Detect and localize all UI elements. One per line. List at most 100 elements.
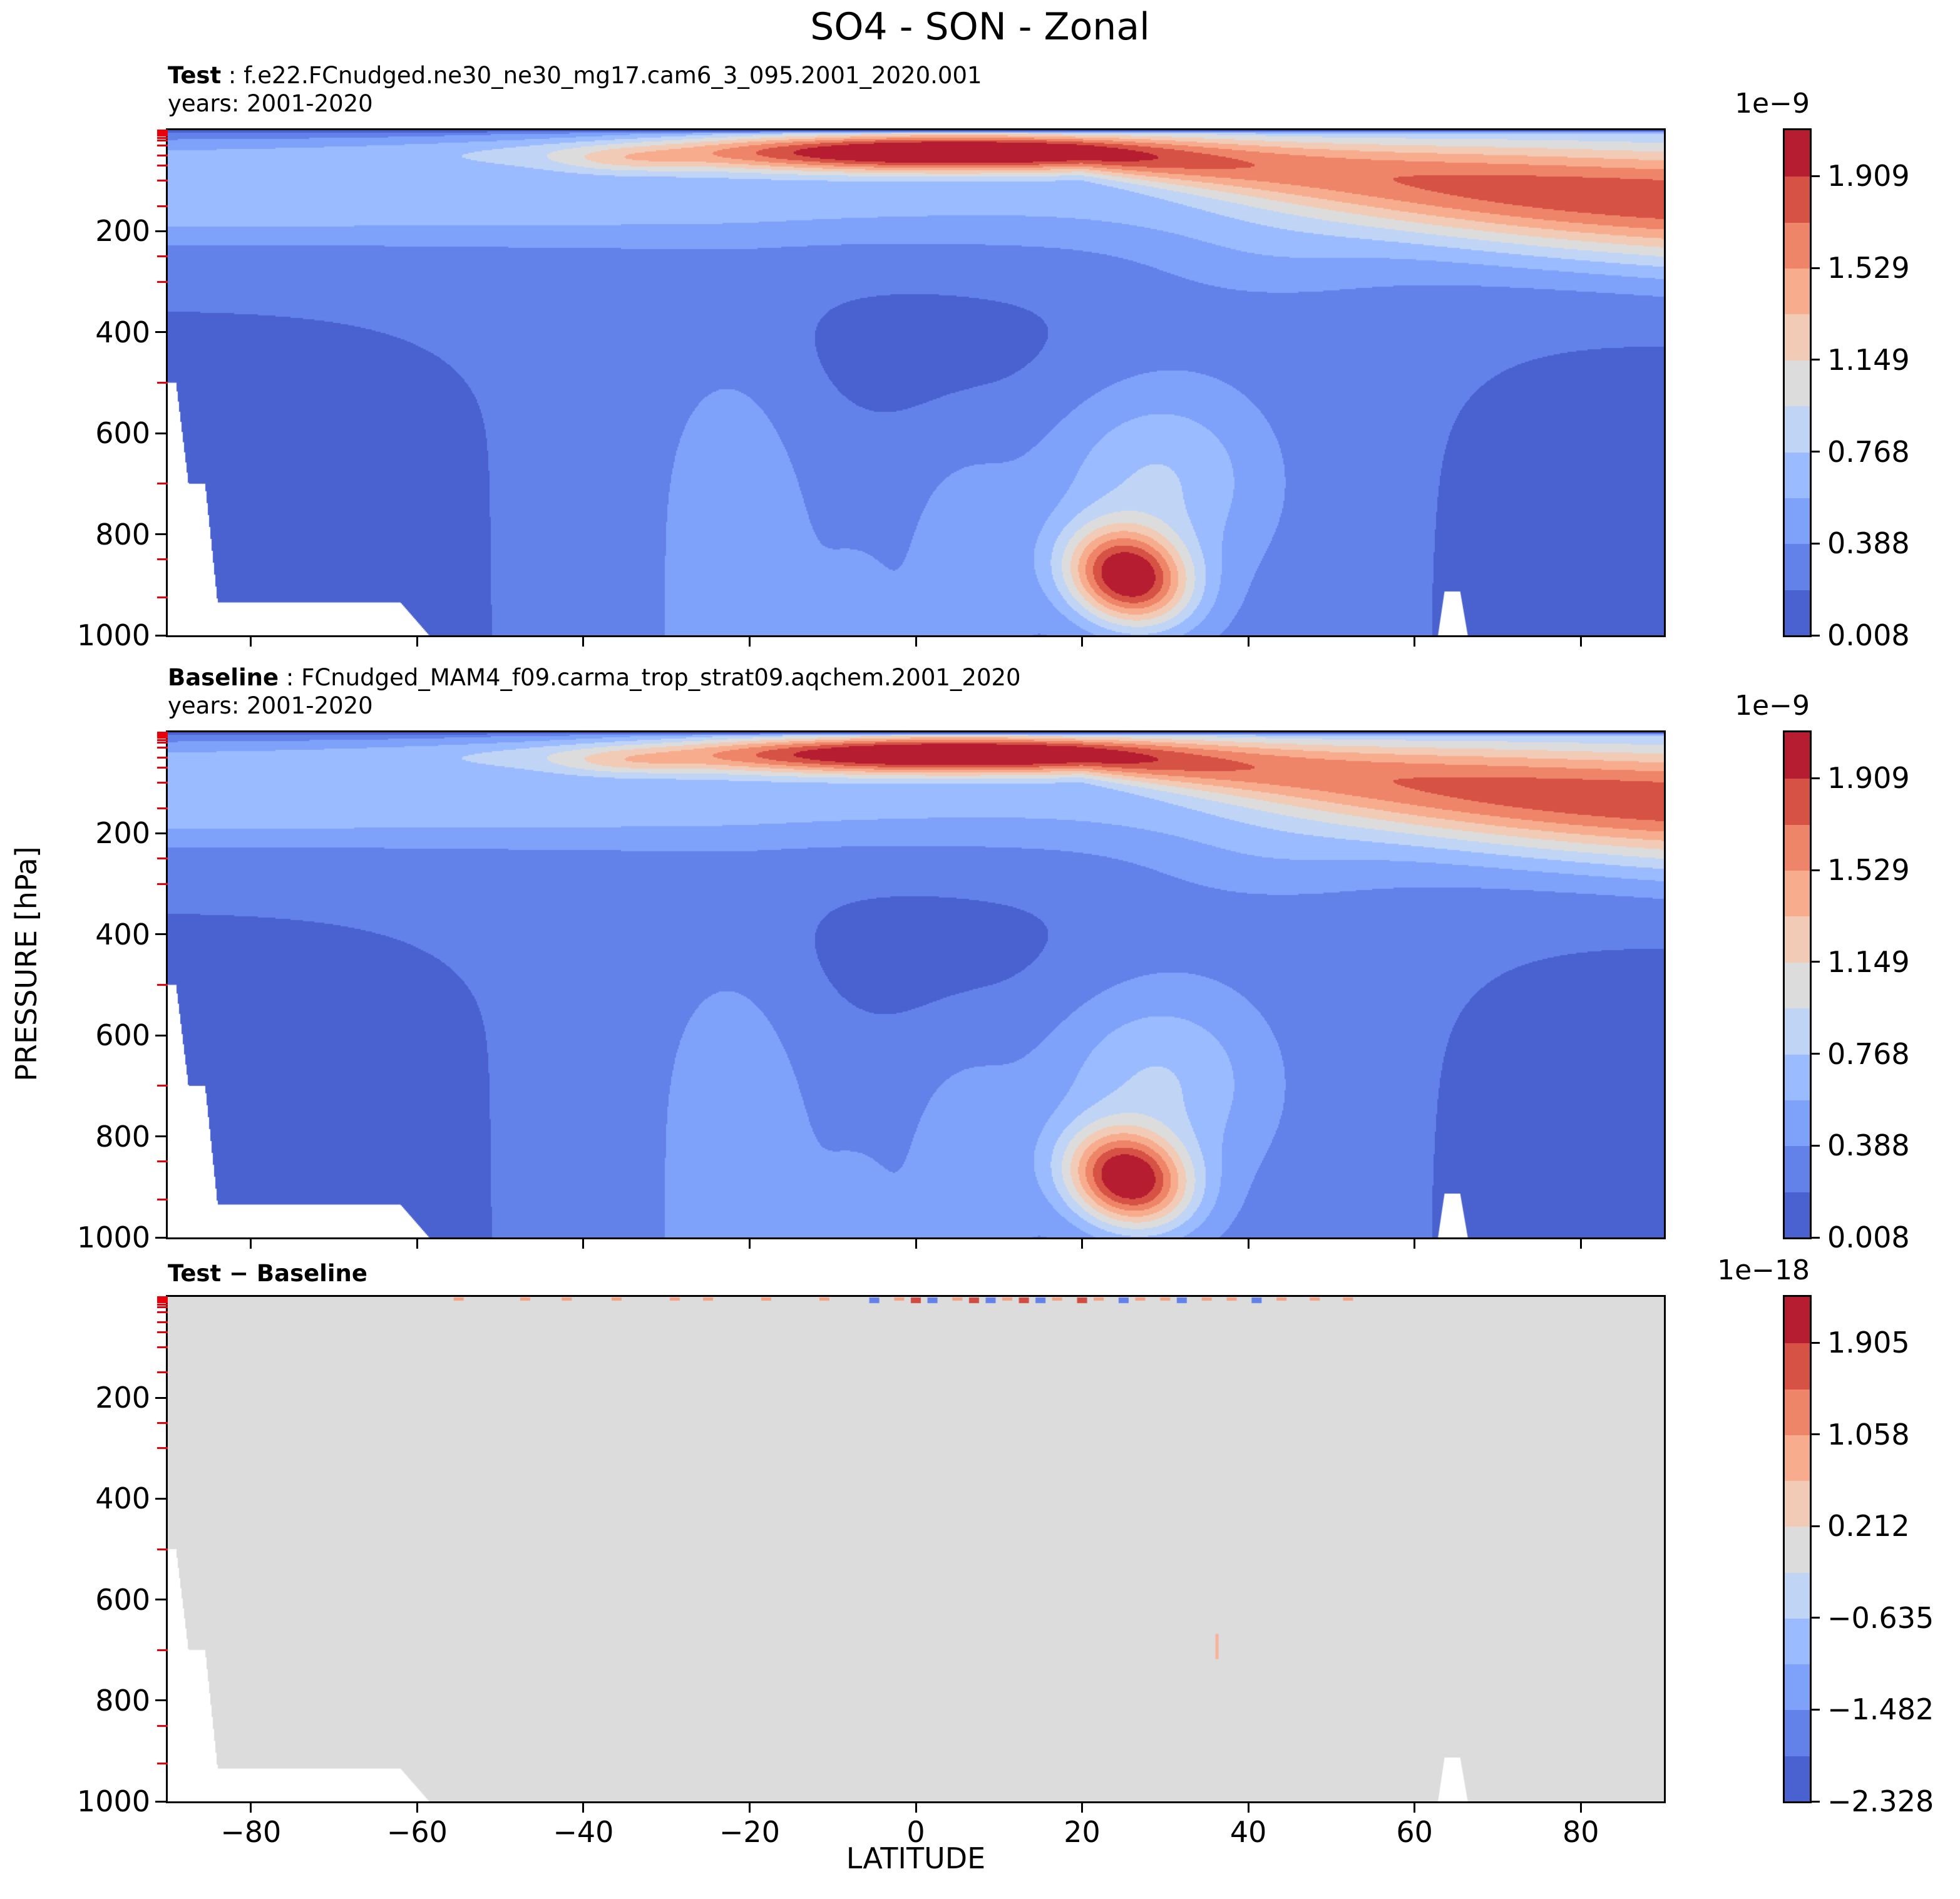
- x-tick: [582, 1801, 585, 1813]
- colorbar-tick: [1810, 961, 1820, 963]
- y-tick: [155, 1034, 168, 1037]
- colorbar-band: [1785, 268, 1810, 315]
- model-level-tick: [157, 1301, 168, 1303]
- y-tick-label: 400: [95, 917, 150, 951]
- x-tick-label: −20: [719, 1815, 780, 1849]
- colorbar-band: [1785, 543, 1810, 590]
- model-level-tick: [157, 280, 168, 283]
- colorbar-band: [1785, 1388, 1810, 1435]
- colorbar-band: [1785, 1709, 1810, 1756]
- colorbar-band: [1785, 1434, 1810, 1482]
- model-level-tick: [157, 734, 168, 736]
- x-tick: [1081, 1237, 1084, 1249]
- colorbar-tick-label: 1.149: [1827, 342, 1910, 377]
- model-level-tick: [157, 1422, 168, 1424]
- y-tick-label: 200: [95, 1381, 150, 1415]
- x-tick: [1414, 635, 1416, 647]
- colorbar-tick-label: 0.212: [1827, 1509, 1910, 1543]
- x-tick: [1414, 1801, 1416, 1813]
- colorbar-band: [1785, 824, 1810, 871]
- x-tick: [915, 1237, 917, 1249]
- model-level-tick: [157, 133, 168, 135]
- model-level-tick: [157, 736, 168, 739]
- model-level-tick: [157, 205, 168, 207]
- y-tick: [155, 832, 168, 834]
- model-level-tick: [157, 136, 168, 139]
- x-tick: [1579, 1801, 1582, 1813]
- model-level-tick: [157, 756, 168, 759]
- y-tick: [155, 1800, 168, 1803]
- colorbar-tick-label: 1.909: [1827, 761, 1910, 796]
- model-level-tick: [157, 1298, 168, 1301]
- colorbar-tick-label: −0.635: [1827, 1600, 1934, 1635]
- colorbar-exponent-label: 1e−9: [1735, 88, 1810, 120]
- model-level-tick: [157, 1447, 168, 1450]
- x-tick: [915, 635, 917, 647]
- x-tick-label: −40: [553, 1815, 614, 1849]
- x-tick: [250, 1801, 252, 1813]
- colorbar-tick-label: 0.008: [1827, 618, 1910, 652]
- x-tick: [1081, 635, 1084, 647]
- model-level-tick: [157, 180, 168, 182]
- y-tick-label: 800: [95, 1119, 150, 1154]
- y-tick: [155, 230, 168, 232]
- panel-test-run-line: Test : f.e22.FCnudged.ne30_ne30_mg17.cam…: [168, 61, 982, 90]
- x-tick-label: 0: [906, 1815, 925, 1849]
- colorbar-band: [1785, 1480, 1810, 1527]
- x-tick-label: 40: [1229, 1815, 1267, 1849]
- y-tick-label: 400: [95, 315, 150, 349]
- colorbar-tick: [1810, 359, 1820, 361]
- model-level-tick: [157, 130, 168, 133]
- x-tick-label: −60: [386, 1815, 448, 1849]
- colorbar-band: [1785, 1343, 1810, 1390]
- colorbar-tick-label: 1.529: [1827, 251, 1910, 285]
- y-tick: [155, 1497, 168, 1500]
- colorbar-tick-label: −1.482: [1827, 1692, 1934, 1727]
- colorbar-tick-label: 1.909: [1827, 159, 1910, 193]
- colorbar-band: [1785, 1572, 1810, 1619]
- model-level-tick: [157, 766, 168, 769]
- colorbar-band: [1785, 1145, 1810, 1192]
- model-level-tick: [157, 1198, 168, 1200]
- y-tick-label: 800: [95, 517, 150, 551]
- x-tick: [1579, 635, 1582, 647]
- model-level-tick: [157, 1306, 168, 1308]
- model-level-tick: [157, 1724, 168, 1727]
- y-tick-label: 400: [95, 1482, 150, 1516]
- colorbar-band: [1785, 589, 1810, 636]
- colorbar-band: [1785, 870, 1810, 917]
- colorbar-band: [1785, 1664, 1810, 1711]
- x-tick: [416, 1237, 418, 1249]
- colorbar-tick: [1810, 1800, 1820, 1803]
- y-tick-label: 1000: [76, 1784, 150, 1818]
- colorbar-tick: [1810, 634, 1820, 637]
- y-tick: [155, 1396, 168, 1399]
- figure-title: SO4 - SON - Zonal: [810, 5, 1150, 49]
- colorbar-band: [1785, 1617, 1810, 1665]
- y-tick-label: 1000: [76, 1221, 150, 1254]
- model-level-tick: [157, 807, 168, 809]
- model-level-tick: [157, 782, 168, 784]
- x-tick-label: −80: [220, 1815, 282, 1849]
- model-level-tick: [157, 857, 168, 860]
- colorbar-band: [1785, 961, 1810, 1009]
- colorbar-band: [1785, 222, 1810, 269]
- y-tick: [155, 1236, 168, 1239]
- x-tick: [250, 1237, 252, 1249]
- x-tick-label: 80: [1562, 1815, 1599, 1849]
- model-level-tick: [157, 984, 168, 986]
- x-tick-label: 20: [1064, 1815, 1101, 1849]
- y-tick: [155, 331, 168, 334]
- model-level-tick: [157, 1297, 168, 1299]
- x-tick: [1414, 1237, 1416, 1249]
- colorbar-band: [1785, 1297, 1810, 1344]
- colorbar-band: [1785, 1008, 1810, 1055]
- colorbar-tick: [1810, 1433, 1820, 1436]
- colorbar-tick-label: 0.768: [1827, 434, 1910, 469]
- x-axis-label: LATITUDE: [846, 1841, 986, 1875]
- colorbar-band: [1785, 778, 1810, 825]
- panel-baseline-years: years: 2001-2020: [168, 692, 373, 719]
- colorbar-exponent-label: 1e−9: [1735, 690, 1810, 722]
- colorbar-tick: [1810, 1708, 1820, 1711]
- y-tick-label: 800: [95, 1683, 150, 1717]
